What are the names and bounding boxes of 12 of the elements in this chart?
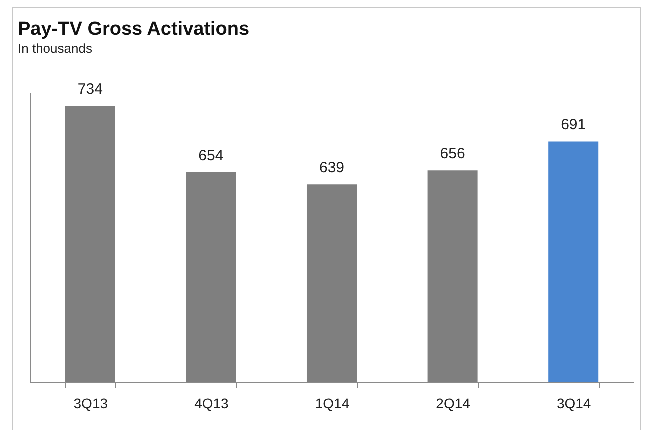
data-label: 691 xyxy=(561,116,586,134)
data-label: 734 xyxy=(78,81,103,98)
x-tick-label: 1Q14 xyxy=(315,396,350,412)
chart-subtitle: In thousands xyxy=(18,41,93,56)
chart-title: Pay-TV Gross Activations xyxy=(18,19,250,40)
data-label: 639 xyxy=(319,160,345,177)
data-label: 654 xyxy=(198,147,224,164)
data-label: 656 xyxy=(440,146,466,163)
x-tick-label: 3Q13 xyxy=(74,396,108,412)
x-tick-label: 3Q14 xyxy=(556,396,592,412)
x-tick-label: 2Q14 xyxy=(436,396,471,412)
x-tick-label: 4Q13 xyxy=(194,396,230,412)
